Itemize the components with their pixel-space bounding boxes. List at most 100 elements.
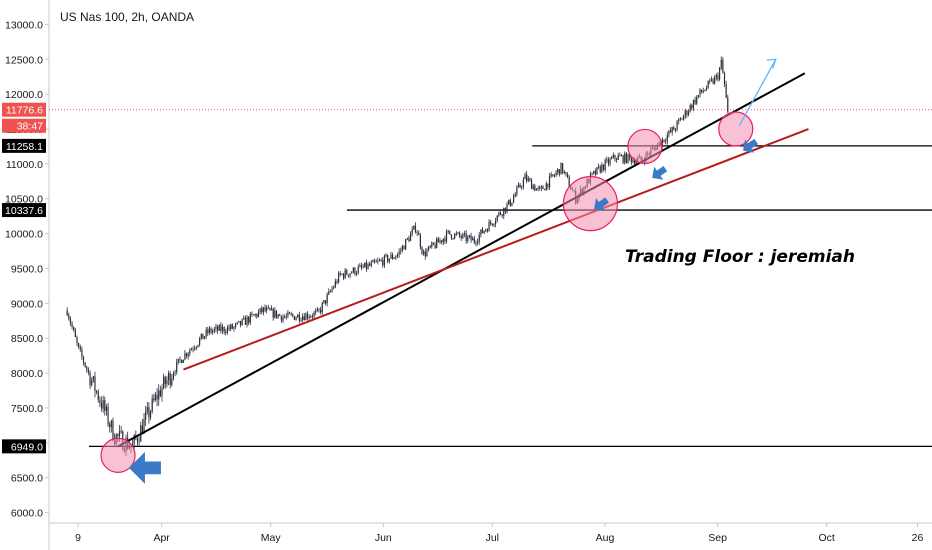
candle-body bbox=[504, 207, 506, 212]
candle-body bbox=[687, 111, 690, 115]
candle-body bbox=[341, 274, 343, 276]
candle-body bbox=[524, 174, 526, 180]
candle-body bbox=[676, 121, 678, 130]
candle-body bbox=[591, 172, 593, 174]
highlight-circle[interactable] bbox=[627, 128, 663, 165]
candle-body bbox=[182, 359, 184, 363]
y-tick-label: 6000.0 bbox=[11, 508, 43, 520]
candle-body bbox=[213, 328, 215, 331]
candle-body bbox=[606, 159, 608, 161]
candle-body bbox=[509, 199, 511, 206]
candle-body bbox=[94, 376, 96, 392]
candle-body bbox=[370, 262, 372, 266]
candle-body bbox=[421, 247, 423, 254]
candle-body bbox=[630, 157, 632, 163]
candle-body bbox=[607, 159, 610, 164]
trendline[interactable] bbox=[183, 128, 809, 371]
candle-body bbox=[717, 75, 719, 80]
projection-arrow-line[interactable] bbox=[738, 58, 777, 126]
level-price-tag bbox=[2, 138, 46, 153]
candle-body bbox=[210, 328, 212, 333]
chart-title: US Nas 100, 2h, OANDA bbox=[60, 10, 194, 24]
candle-body bbox=[429, 246, 431, 248]
candle-body bbox=[234, 323, 237, 327]
candle-body bbox=[288, 312, 291, 314]
candle-body bbox=[434, 244, 436, 248]
candle-body bbox=[208, 328, 211, 333]
y-tick-label: 10000.0 bbox=[5, 229, 43, 241]
candle-body bbox=[609, 158, 611, 164]
candle-body bbox=[480, 229, 482, 235]
candle-body bbox=[355, 272, 358, 275]
candle-body bbox=[539, 187, 541, 189]
candle-body bbox=[254, 314, 256, 316]
candle-body bbox=[678, 119, 680, 122]
candle-body bbox=[459, 232, 461, 237]
candle-body bbox=[120, 431, 122, 433]
candle-body bbox=[233, 326, 235, 329]
candle-body bbox=[619, 155, 621, 157]
candle-body bbox=[611, 157, 613, 159]
y-tick-label: 8500.0 bbox=[11, 333, 43, 345]
candle-body bbox=[231, 324, 233, 329]
arrow-icon[interactable] bbox=[738, 135, 760, 157]
candle-body bbox=[359, 265, 361, 268]
plot-area[interactable] bbox=[49, 56, 932, 484]
candle-body bbox=[360, 265, 363, 268]
candle-body bbox=[104, 400, 106, 411]
trendlines bbox=[117, 72, 809, 448]
candle-body bbox=[562, 163, 564, 173]
candle-body bbox=[712, 79, 714, 84]
highlight-circle[interactable] bbox=[562, 176, 619, 232]
arrow-icon[interactable] bbox=[589, 193, 611, 215]
candle-body bbox=[141, 425, 143, 434]
candle-body bbox=[668, 130, 670, 136]
candle-body bbox=[719, 67, 721, 80]
candle-body bbox=[594, 171, 596, 175]
candle-body bbox=[385, 255, 387, 257]
candle-body bbox=[599, 166, 601, 173]
highlight-circle[interactable] bbox=[718, 111, 754, 147]
candle-body bbox=[102, 400, 104, 409]
candle-body bbox=[131, 443, 134, 446]
candle-body bbox=[633, 160, 636, 164]
candle-body bbox=[287, 312, 289, 317]
candle-body bbox=[264, 307, 266, 311]
price-tags: 11776.6 38:47 11258.1 10337.6 6949.0 bbox=[2, 102, 46, 454]
candle-body bbox=[189, 350, 191, 354]
candle-body bbox=[439, 240, 441, 243]
candle-body bbox=[452, 238, 454, 240]
candle-body bbox=[450, 234, 453, 239]
candle-body bbox=[86, 366, 88, 370]
arrow-icon[interactable] bbox=[128, 451, 161, 484]
candle-body bbox=[701, 89, 703, 93]
candle-body bbox=[390, 254, 392, 259]
candle-body bbox=[414, 225, 417, 232]
candle-body bbox=[181, 359, 183, 363]
highlight-circle[interactable] bbox=[100, 437, 136, 473]
candle-body bbox=[673, 127, 675, 131]
candle-body bbox=[297, 314, 299, 318]
candle-body bbox=[593, 171, 595, 173]
candle-body bbox=[537, 187, 539, 189]
level-price-tag-label: 10337.6 bbox=[5, 205, 43, 217]
candle-body bbox=[87, 369, 90, 373]
candle-body bbox=[614, 154, 616, 159]
candle-body bbox=[529, 178, 531, 180]
candle-body bbox=[665, 141, 667, 143]
x-axis-ticks: 9 Apr May Jun Jul Aug Sep Oct 26 bbox=[75, 523, 923, 544]
candle-body bbox=[547, 183, 549, 188]
highlight-circles bbox=[100, 111, 754, 473]
candle-body bbox=[269, 307, 271, 311]
candle-body bbox=[481, 229, 484, 234]
candle-body bbox=[488, 221, 490, 232]
candle-body bbox=[174, 372, 176, 374]
trendline[interactable] bbox=[117, 72, 806, 448]
candle-body bbox=[109, 424, 111, 428]
candle-body bbox=[620, 155, 623, 157]
arrow-icon[interactable] bbox=[648, 162, 670, 184]
candle-body bbox=[375, 261, 377, 263]
candle-body bbox=[68, 315, 70, 319]
candle-body bbox=[380, 260, 382, 262]
